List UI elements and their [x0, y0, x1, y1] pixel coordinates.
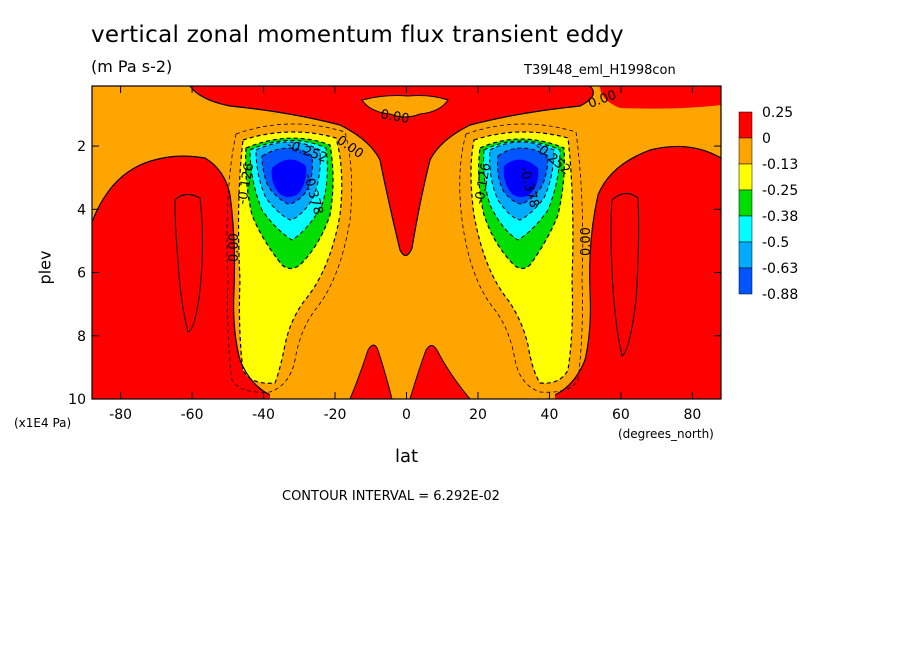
dataset-label: T39L48_eml_H1998con — [524, 63, 676, 78]
legend-label: -0.88 — [762, 287, 798, 303]
legend-label: -0.13 — [762, 157, 798, 173]
legend-swatch — [738, 111, 753, 139]
x-tick-label: 0 — [402, 407, 411, 423]
x-tick-label: -40 — [252, 407, 275, 423]
right-jet — [471, 131, 573, 384]
x-axis-ticks: -80 -60 -40 -20 0 20 40 60 80 — [109, 86, 701, 423]
y-tick-label: 10 — [68, 392, 86, 408]
chart-title: vertical zonal momentum flux transient e… — [91, 22, 624, 48]
x-tick-label: 60 — [612, 407, 630, 423]
contour-label: -0.126 — [235, 162, 257, 206]
legend-label: 0.25 — [762, 105, 793, 121]
fill-red-top-center — [190, 86, 594, 256]
x-tick-label: 80 — [683, 407, 701, 423]
contour-fill — [92, 86, 721, 399]
color-legend: 0.25 0 -0.13 -0.25 -0.38 -0.5 -0.63 -0.88 — [738, 105, 798, 303]
y-tick-label: 8 — [77, 329, 86, 345]
legend-label: -0.25 — [762, 183, 798, 199]
contour-interval: CONTOUR INTERVAL = 6.292E-02 — [282, 489, 500, 504]
legend-swatch — [738, 267, 753, 295]
fill-red-left — [92, 156, 270, 399]
y-tick-label: 4 — [77, 202, 86, 218]
y-tick-label: 6 — [77, 266, 86, 282]
legend-swatch — [738, 241, 753, 269]
contour-lines — [92, 86, 721, 399]
legend-swatch — [738, 163, 753, 191]
contour-label: -0.126 — [472, 162, 494, 206]
x-axis-label: lat — [395, 446, 419, 467]
y-axis-units: (x1E4 Pa) — [14, 416, 72, 430]
x-tick-label: 40 — [541, 407, 559, 423]
contour-label: 0.00 — [579, 227, 594, 256]
legend-swatch — [738, 137, 753, 165]
y-axis-ticks: 2 4 6 8 10 — [68, 139, 721, 408]
x-tick-label: 20 — [469, 407, 487, 423]
legend-swatch — [738, 215, 753, 243]
legend-swatch — [738, 189, 753, 217]
fill-red-bottom-right — [410, 345, 470, 399]
x-tick-label: -60 — [181, 407, 204, 423]
y-tick-label: 2 — [77, 139, 86, 155]
legend-label: -0.38 — [762, 209, 798, 225]
fill-red-top-right — [600, 86, 721, 109]
x-tick-label: -20 — [324, 407, 347, 423]
contour-label: 0.00 — [227, 233, 242, 262]
fill-orange-notch — [362, 95, 448, 117]
contour-label: 0.00 — [379, 107, 410, 127]
legend-label: -0.5 — [762, 235, 789, 251]
legend-label: 0 — [762, 131, 771, 147]
x-axis-units: (degrees_north) — [618, 427, 714, 441]
chart-units: (m Pa s-2) — [91, 57, 173, 76]
fill-red-bottom-left — [350, 345, 392, 399]
x-tick-label: -80 — [109, 407, 132, 423]
legend-label: -0.63 — [762, 261, 798, 277]
